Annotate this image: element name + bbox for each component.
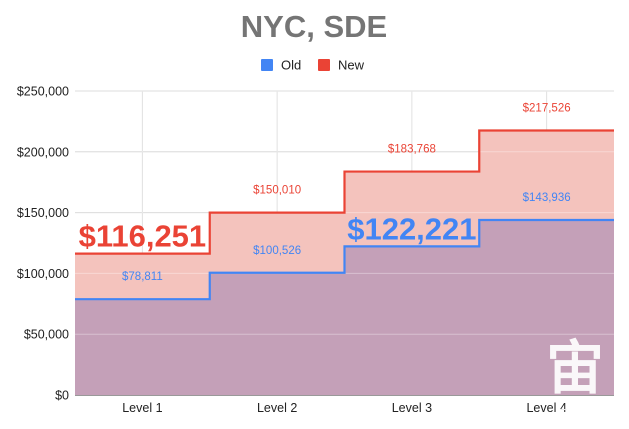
y-tick-label: $50,000	[24, 328, 69, 342]
y-tick-label: $0	[55, 389, 69, 403]
y-tick-label: $250,000	[17, 85, 69, 99]
y-axis: $0 $50,000 $100,000 $150,000 $200,000 $250,00…	[17, 85, 69, 403]
legend-swatch-old	[261, 59, 273, 71]
y-tick-label: $150,000	[17, 206, 69, 220]
data-label-old: $100,526	[253, 245, 301, 257]
watermark-logo: 宙	[546, 334, 604, 402]
legend-label-new: New	[338, 58, 365, 73]
watermark-text: 一宙三分地	[558, 402, 618, 417]
annotation-large: $116,251	[79, 219, 207, 254]
chart-title: NYC, SDE	[241, 9, 387, 44]
data-label-new: $150,010	[253, 185, 301, 197]
area-old	[75, 219, 614, 395]
x-axis: Level 1 Level 2 Level 3 Level 4	[122, 401, 567, 415]
x-tick-label: Level 2	[257, 401, 297, 415]
line-new	[75, 129, 614, 255]
annotations: $122,221 $116,251	[79, 211, 477, 253]
x-tick-label: Level 3	[392, 401, 432, 415]
x-tick-label: Level 4	[526, 401, 566, 415]
data-label-old: $143,936	[523, 192, 571, 204]
data-label-new: $217,526	[523, 102, 571, 114]
y-tick-label: $200,000	[17, 145, 69, 159]
legend: Old New	[261, 58, 365, 73]
legend-swatch-new	[318, 59, 330, 71]
annotation-large: $122,221	[347, 211, 476, 246]
data-label-new: $183,768	[388, 144, 436, 156]
legend-label-old: Old	[281, 58, 301, 73]
watermark: 宙 一宙三分地	[546, 334, 618, 417]
x-tick-label: Level 1	[122, 401, 162, 415]
data-labels: $78,811 $100,526 $143,936 $150,010 $183,768 $…	[122, 102, 571, 283]
data-label-old: $78,811	[122, 271, 163, 283]
y-tick-label: $100,000	[17, 267, 69, 281]
line-old	[75, 218, 614, 301]
series-lines	[75, 129, 614, 301]
